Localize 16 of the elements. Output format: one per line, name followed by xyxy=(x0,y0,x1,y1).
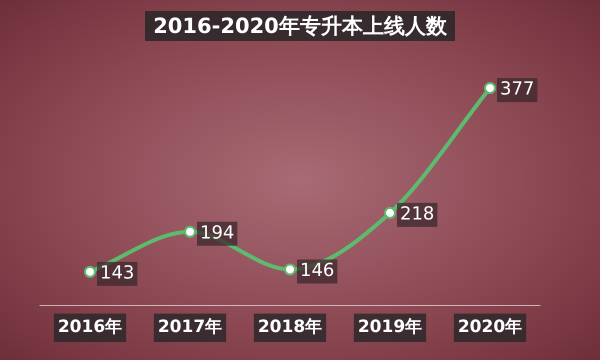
data-label: 194 xyxy=(200,222,234,244)
x-tick-label: 2017年 xyxy=(158,317,222,338)
data-label: 377 xyxy=(500,78,534,100)
point xyxy=(184,226,196,238)
x-tick-label: 2018年 xyxy=(258,317,322,338)
point xyxy=(484,82,496,94)
data-label: 218 xyxy=(400,204,434,225)
x-tick-label: 2019年 xyxy=(358,317,422,338)
x-tick-label: 2020年 xyxy=(458,317,522,338)
data-label: 146 xyxy=(300,260,334,282)
point xyxy=(384,206,396,219)
point xyxy=(84,266,96,278)
data-label: 143 xyxy=(100,262,134,284)
point xyxy=(284,263,296,276)
x-tick-label: 2016年 xyxy=(58,317,122,338)
chart-title: 2016-2020年专升本上线人数 xyxy=(145,11,455,41)
